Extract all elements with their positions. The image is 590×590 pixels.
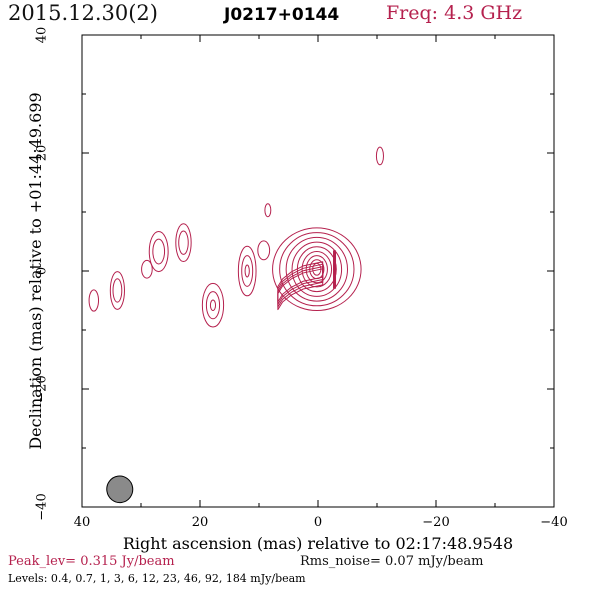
jet-component-contour (241, 255, 254, 287)
jet-component-contour (112, 278, 123, 303)
jet-component-contour (148, 230, 169, 273)
inner-jet-contour (277, 261, 324, 311)
x-tick-label: −20 (422, 515, 449, 530)
jet-component-contour (175, 223, 192, 263)
core-contour (291, 241, 343, 297)
jet-component-contour (205, 291, 221, 320)
core-contour (301, 251, 333, 288)
plot-frame (81, 34, 555, 508)
jet-component-contour (88, 289, 100, 312)
y-tick-label: −20 (35, 375, 50, 402)
jet-component-contour (178, 230, 189, 255)
jet-component-contour (141, 259, 153, 279)
x-tick-label: −40 (540, 515, 567, 530)
contour-levels: Levels: 0.4, 0.7, 1, 3, 6, 12, 23, 46, 9… (8, 572, 306, 585)
jet-component-contour (257, 240, 271, 261)
core-contour (309, 259, 325, 280)
core-contour (312, 262, 322, 276)
jet-component-contour (264, 203, 272, 218)
jet-component-contour (375, 146, 384, 166)
rms-noise: Rms_noise= 0.07 mJy/beam (300, 554, 484, 569)
x-tick-label: 40 (74, 515, 91, 530)
x-tick-label: 20 (192, 515, 209, 530)
inner-jet-contour (277, 266, 324, 305)
beam-ellipse (106, 475, 134, 504)
jet-component-contour (109, 271, 125, 310)
core-contour (305, 255, 328, 284)
frequency-label: Freq: 4.3 GHz (386, 2, 523, 24)
y-tick-label: 40 (35, 27, 50, 44)
y-tick-label: 20 (35, 145, 50, 162)
jet-component-contour (152, 238, 166, 265)
jet-component-contour (244, 264, 250, 278)
y-axis-title: Declination (mas) relative to +01:44:49.… (26, 92, 45, 449)
core-contour (285, 236, 349, 302)
source-name: J0217+0144 (224, 5, 340, 25)
core-contour (279, 232, 355, 307)
core-contour (272, 227, 362, 312)
y-tick-label: −40 (35, 493, 50, 520)
peak-level: Peak_lev= 0.315 Jy/beam (8, 554, 175, 569)
jet-component-contour (237, 245, 257, 297)
core-contour (296, 246, 337, 293)
observation-date: 2015.12.30(2) (8, 1, 158, 25)
x-tick-label: 0 (314, 515, 322, 530)
jet-component-contour (201, 282, 225, 328)
y-tick-label: 0 (35, 267, 50, 275)
jet-component-contour (209, 299, 217, 311)
x-axis-title: Right ascension (mas) relative to 02:17:… (123, 534, 513, 553)
